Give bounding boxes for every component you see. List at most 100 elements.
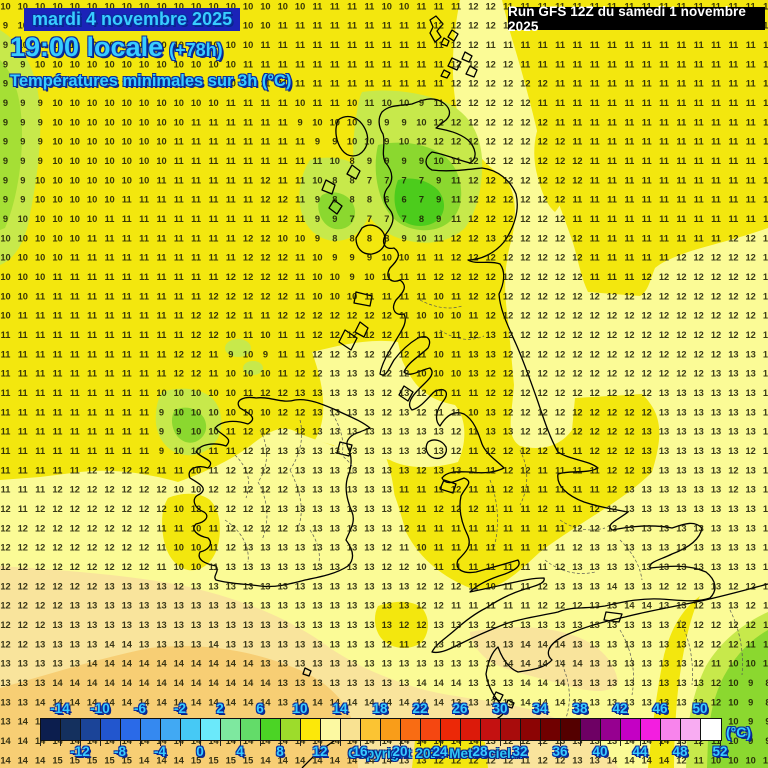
temp-value: 13 — [347, 543, 357, 553]
scale-tick — [140, 741, 141, 746]
temp-value: 13 — [122, 620, 132, 630]
temp-value: 12 — [35, 601, 45, 611]
temp-value: 13 — [572, 639, 582, 649]
temp-value: 11 — [157, 175, 167, 185]
temp-value: 12 — [607, 369, 617, 379]
temp-value: 10 — [728, 717, 738, 727]
temp-value: 13 — [312, 504, 322, 514]
temp-value: 11 — [572, 214, 582, 224]
temp-value: 10 — [208, 388, 218, 398]
temp-value: 13 — [763, 407, 768, 417]
temp-value: 10 — [156, 137, 166, 147]
temp-value: 13 — [399, 659, 409, 669]
temp-value: 11 — [105, 388, 115, 398]
temp-value: 10 — [278, 233, 288, 243]
temp-value: 10 — [122, 98, 132, 108]
temp-value: 11 — [728, 137, 738, 147]
temp-value: 11 — [572, 465, 582, 475]
temp-value: 13 — [434, 639, 444, 649]
temp-value: 9 — [20, 117, 25, 127]
temp-value: 12 — [0, 543, 10, 553]
temp-value: 12 — [590, 388, 600, 398]
temp-value: 12 — [572, 523, 582, 533]
temp-value: 13 — [746, 543, 756, 553]
temp-value: 11 — [174, 195, 184, 205]
temp-value: 11 — [157, 349, 167, 359]
internal-borders — [224, 299, 743, 719]
temp-value: 11 — [451, 349, 461, 359]
temp-value: 13 — [18, 678, 28, 688]
temp-value: 13 — [624, 562, 634, 572]
temp-value: 12 — [382, 543, 392, 553]
temp-value: 11 — [538, 465, 548, 475]
temp-value: 12 — [35, 504, 45, 514]
temp-value: 11 — [555, 59, 565, 69]
temp-value: 13 — [52, 620, 62, 630]
temp-value: 11 — [538, 1, 548, 11]
temp-value: 13 — [590, 639, 600, 649]
temp-value: 11 — [243, 79, 253, 89]
scale-swatch — [621, 719, 641, 740]
temp-value: 13 — [399, 465, 409, 475]
temp-value: 13 — [70, 639, 80, 649]
scale-label-bottom: 12 — [312, 744, 328, 759]
temp-value: 9 — [263, 349, 268, 359]
temp-value: 13 — [243, 562, 253, 572]
temp-value: 10 — [104, 79, 114, 89]
temp-value: 11 — [624, 156, 634, 166]
scale-swatch — [121, 719, 141, 740]
temp-value: 13 — [676, 543, 686, 553]
temp-value: 9 — [350, 253, 355, 263]
temp-value: 11 — [347, 79, 357, 89]
temp-value: 9 — [3, 156, 8, 166]
temp-value: 14 — [226, 697, 237, 707]
temp-value: 15 — [104, 755, 114, 765]
temp-value: 13 — [278, 659, 288, 669]
temp-value: 11 — [278, 59, 288, 69]
temp-value: 13 — [243, 601, 253, 611]
temp-value: 11 — [139, 272, 149, 282]
temp-value: 11 — [503, 601, 513, 611]
temp-value: 11 — [312, 98, 322, 108]
temp-value: 11 — [451, 195, 461, 205]
temp-value: 10 — [52, 1, 62, 11]
temp-value: 12 — [763, 311, 768, 321]
temp-value: 13 — [503, 620, 513, 630]
temp-value: 13 — [468, 369, 478, 379]
temp-value: 10 — [122, 59, 132, 69]
scale-label-bottom: 16 — [352, 744, 368, 759]
temp-value: 12 — [226, 272, 236, 282]
temp-value: 14 — [156, 659, 167, 669]
temp-value: 14 — [555, 639, 566, 649]
temp-value: 12 — [555, 291, 565, 301]
scale-label-top: 10 — [292, 701, 308, 716]
temp-value: 12 — [52, 581, 62, 591]
temp-value: 12 — [347, 311, 357, 321]
temp-value: 13 — [451, 659, 461, 669]
temp-value: 12 — [728, 620, 738, 630]
scale-tick — [480, 741, 481, 746]
temp-value: 11 — [572, 446, 582, 456]
temp-value: 10 — [35, 79, 45, 89]
temp-value: 13 — [382, 485, 392, 495]
temp-value: 11 — [139, 388, 149, 398]
temp-value: 9 — [176, 427, 181, 437]
temp-value: 14 — [156, 755, 167, 765]
temp-value: 9 — [20, 156, 25, 166]
temp-value: 11 — [53, 330, 63, 340]
temp-value: 10 — [330, 272, 340, 282]
temp-value: 13 — [746, 369, 756, 379]
temp-value: 9 — [367, 117, 372, 127]
temp-value: 10 — [434, 311, 444, 321]
temp-value: 11 — [1, 465, 11, 475]
scale-swatch — [81, 719, 101, 740]
temp-value: 9 — [384, 137, 389, 147]
temp-value: 12 — [503, 485, 513, 495]
temp-value: 12 — [486, 214, 496, 224]
temp-value: 13 — [382, 465, 392, 475]
temp-value: 12 — [763, 253, 768, 263]
temp-value: 12 — [538, 388, 548, 398]
temp-value: 9 — [350, 272, 355, 282]
temp-value: 12 — [434, 601, 444, 611]
